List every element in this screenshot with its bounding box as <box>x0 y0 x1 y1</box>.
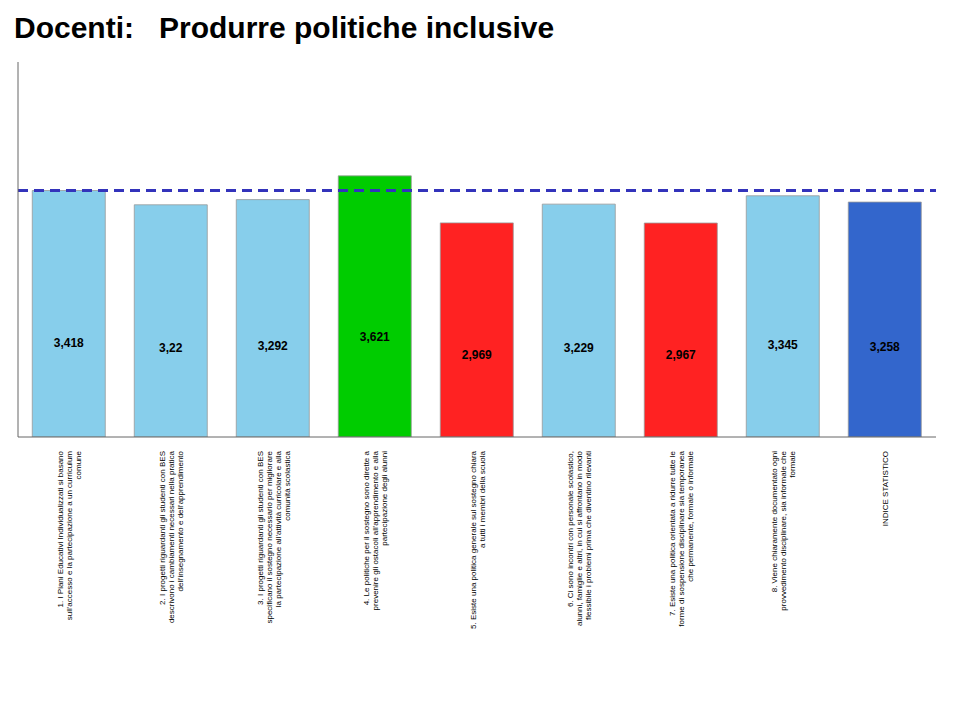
svg-text:comunità scolastica: comunità scolastica <box>283 450 292 520</box>
svg-text:3,258: 3,258 <box>870 340 900 354</box>
svg-text:7. Esiste una politica orienta: 7. Esiste una politica orientata a ridur… <box>668 450 677 616</box>
svg-text:3,292: 3,292 <box>258 339 288 353</box>
svg-text:descrivono i cambiamenti neces: descrivono i cambiamenti necessari nella… <box>167 450 176 623</box>
svg-text:2,967: 2,967 <box>666 348 696 362</box>
svg-text:INDICE STATISTICO: INDICE STATISTICO <box>881 451 890 526</box>
svg-text:sull'accesso e la partecipazio: sull'accesso e la partecipazione a un cu… <box>65 451 74 621</box>
svg-text:1. I Piani Educativi Individua: 1. I Piani Educativi Individualizzati si… <box>56 450 65 607</box>
svg-text:dell'insegnamento e dell'appre: dell'insegnamento e dell'apprendimento <box>176 450 185 591</box>
svg-text:3. I progetti riguardanti gli: 3. I progetti riguardanti gli studenti c… <box>256 451 265 605</box>
svg-text:8. Viene chiaramente documenta: 8. Viene chiaramente documentato ogni <box>770 451 779 593</box>
svg-text:partecipazione degli alunni: partecipazione degli alunni <box>380 451 389 546</box>
svg-text:la partecipazione all'attività: la partecipazione all'attività curricola… <box>274 450 283 607</box>
svg-text:3,229: 3,229 <box>564 341 594 355</box>
svg-text:5. Esiste una politica general: 5. Esiste una politica generale sul sost… <box>469 450 478 628</box>
svg-text:3,621: 3,621 <box>360 330 390 344</box>
svg-text:6. Ci sono incontri con person: 6. Ci sono incontri con personale scolas… <box>566 451 575 607</box>
svg-text:prevenire gli ostacoli all'app: prevenire gli ostacoli all'apprendimento… <box>371 450 380 610</box>
svg-text:flessibile i problemi prima ch: flessibile i problemi prima che diventin… <box>584 451 593 620</box>
svg-text:3,345: 3,345 <box>768 338 798 352</box>
svg-text:formale: formale <box>788 450 797 477</box>
svg-text:2,969: 2,969 <box>462 348 492 362</box>
svg-text:4. Le politiche per il sostegn: 4. Le politiche per il sostegno sono dir… <box>362 450 371 605</box>
svg-text:specificano il sostegno necess: specificano il sostegno necessario per m… <box>265 450 274 623</box>
svg-text:a tutti i membri della scuola: a tutti i membri della scuola <box>478 450 487 547</box>
svg-text:provvedimento disciplinare, si: provvedimento disciplinare, sia informal… <box>779 450 788 610</box>
svg-text:alunni, famiglie e altri, in c: alunni, famiglie e altri, in cui si affr… <box>575 450 584 626</box>
svg-text:forme di sospensione disciplin: forme di sospensione disciplinare sia te… <box>677 450 686 626</box>
svg-text:2. I progetti riguardanti gli: 2. I progetti riguardanti gli studenti c… <box>158 451 167 605</box>
svg-text:comune: comune <box>74 450 83 479</box>
svg-text:3,22: 3,22 <box>159 341 183 355</box>
svg-text:3,418: 3,418 <box>54 336 84 350</box>
svg-text:che permanente, formale o info: che permanente, formale o informale <box>686 450 695 581</box>
html-text:Docenti: Produrre politiche in: Docenti: Produrre politiche inclusive <box>14 11 555 44</box>
